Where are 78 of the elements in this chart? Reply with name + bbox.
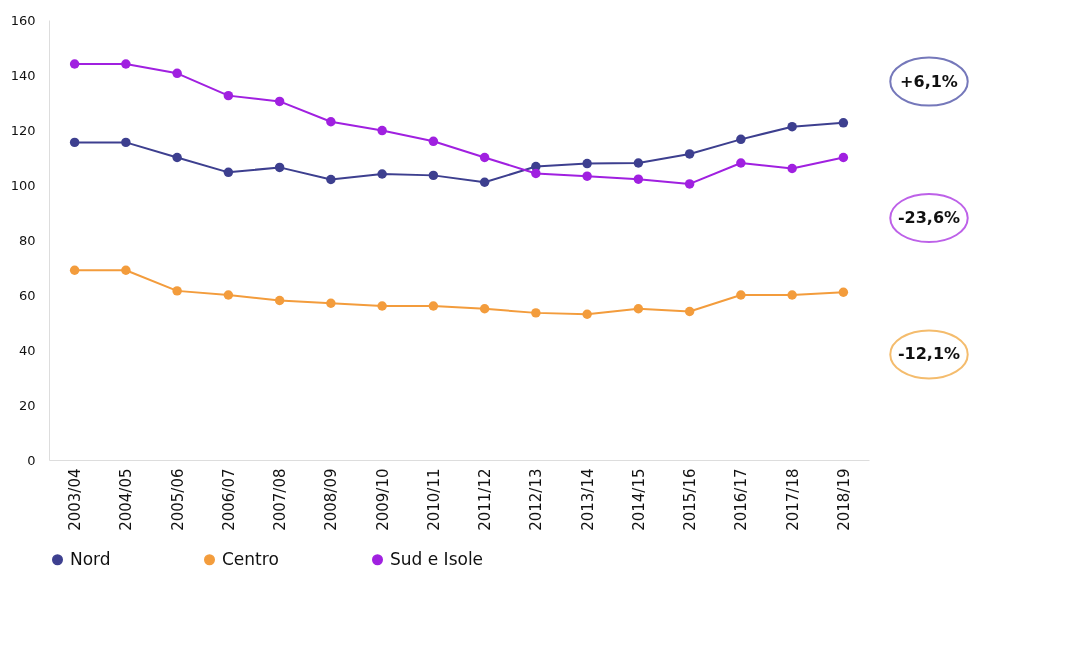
y-tick-label: 160 <box>10 12 36 28</box>
x-tick-label: 2007/08 <box>271 468 290 531</box>
point <box>223 167 234 178</box>
x-tick-label: 2017/18 <box>783 468 802 531</box>
x-tick-label: 2008/09 <box>322 468 341 531</box>
x-tick-label: 2018/19 <box>834 468 853 531</box>
legend-label: Nord <box>70 548 111 569</box>
point <box>326 117 336 127</box>
point <box>326 174 336 185</box>
x-tick-label: 2011/12 <box>476 468 495 531</box>
point <box>582 171 592 181</box>
x-tick-label: 2010/11 <box>424 468 443 531</box>
point <box>274 96 285 107</box>
point <box>582 158 592 169</box>
point <box>838 152 849 163</box>
point <box>736 290 746 300</box>
text: -12,1% <box>897 344 961 364</box>
point <box>684 306 695 317</box>
point <box>377 169 387 179</box>
y-tick-label: 60 <box>18 287 36 303</box>
point <box>428 136 439 147</box>
point <box>428 170 439 181</box>
x-tick-label: 2006/07 <box>219 468 238 531</box>
point <box>684 149 695 159</box>
point <box>223 90 234 101</box>
text: +6,1% <box>900 71 958 91</box>
point <box>838 287 849 297</box>
legend-label: Centro <box>222 548 279 569</box>
point <box>479 304 490 314</box>
x-tick-label: 2003/04 <box>66 468 85 531</box>
point <box>172 152 182 163</box>
point <box>428 301 439 311</box>
point <box>172 286 182 296</box>
point <box>736 158 746 168</box>
point <box>121 59 131 69</box>
point <box>69 59 80 69</box>
point <box>274 295 285 306</box>
x-tick-label: 2013/14 <box>578 468 597 531</box>
point <box>736 134 746 145</box>
point <box>121 137 131 148</box>
point <box>377 125 387 136</box>
y-tick-label: 140 <box>10 67 36 83</box>
text: -23,6% <box>897 208 961 227</box>
y-tick-label: 80 <box>18 232 36 248</box>
point <box>531 168 541 179</box>
point <box>274 162 285 173</box>
point <box>69 137 80 148</box>
x-tick-label: 2015/16 <box>681 468 700 531</box>
x-tick-label: 2012/13 <box>527 468 546 531</box>
point <box>326 298 336 308</box>
x-tick-label: 2014/15 <box>629 468 648 531</box>
point <box>531 308 541 318</box>
point <box>787 121 797 132</box>
x-tick-label: 2005/06 <box>168 468 187 531</box>
x-tick-label: 2009/10 <box>373 468 392 531</box>
y-tick-label: 120 <box>10 122 36 138</box>
point <box>633 174 644 184</box>
point <box>838 118 849 128</box>
legend-label: Sud e Isole <box>390 548 484 569</box>
point <box>633 304 644 314</box>
point <box>223 290 234 300</box>
y-tick-label: 0 <box>27 452 36 468</box>
point <box>377 301 387 311</box>
point <box>172 68 182 79</box>
x-tick-label: 2004/05 <box>117 468 136 531</box>
point <box>479 177 490 187</box>
y-tick-label: 20 <box>18 397 36 413</box>
point <box>582 309 592 319</box>
x-tick-label: 2016/17 <box>732 468 751 531</box>
point <box>121 265 131 275</box>
point <box>633 158 644 168</box>
y-tick-label: 40 <box>18 342 36 358</box>
point <box>787 290 797 300</box>
point <box>787 163 797 174</box>
y-tick-label: 100 <box>10 177 36 193</box>
point <box>69 265 80 275</box>
point <box>479 152 490 163</box>
point <box>684 179 695 189</box>
